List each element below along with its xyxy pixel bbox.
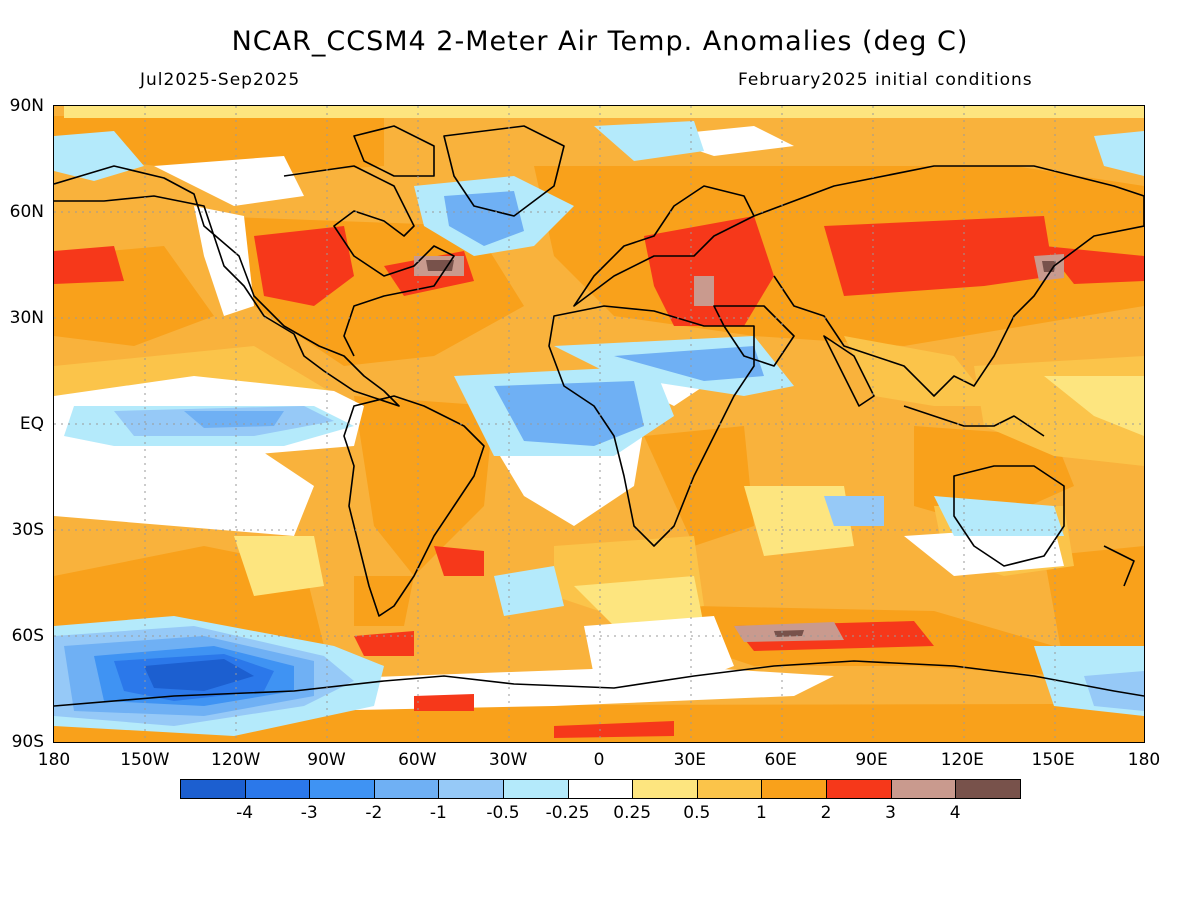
colorbar-swatch xyxy=(632,779,698,799)
colorbar-swatch xyxy=(890,779,957,799)
colorbar-swatch xyxy=(503,779,569,799)
coastlines xyxy=(54,125,1144,707)
colorbar-swatch xyxy=(438,779,504,799)
lat-label: 30S xyxy=(11,520,44,540)
lon-label: 120W xyxy=(211,750,261,770)
anomaly-cool-regions xyxy=(54,121,1144,716)
lat-label: 30N xyxy=(9,308,44,328)
anomaly-map xyxy=(54,106,1144,742)
lon-label: 150E xyxy=(1031,750,1075,770)
lat-lon-grid xyxy=(54,106,1144,742)
colorbar-label: 0.25 xyxy=(613,803,652,823)
lon-label: 180 xyxy=(1127,750,1161,770)
colorbar-swatch xyxy=(567,779,634,799)
colorbar-label: 2 xyxy=(820,803,832,823)
lon-label: 180 xyxy=(37,750,71,770)
colorbar-swatch xyxy=(309,779,375,799)
colorbar-swatch xyxy=(761,779,827,799)
south-pacific-cold-anomaly xyxy=(54,616,384,736)
colorbar-label: 0.5 xyxy=(683,803,711,823)
lat-label: 90S xyxy=(11,732,44,752)
colorbar-swatch xyxy=(373,779,440,799)
lon-label: 120E xyxy=(940,750,984,770)
colorbar-label: -0.5 xyxy=(486,803,520,823)
lat-label: 90N xyxy=(9,96,44,116)
colorbar-label: -2 xyxy=(365,803,383,823)
colorbar-label: 4 xyxy=(949,803,961,823)
lat-label: 60N xyxy=(9,202,44,222)
forecast-period: Jul2025-Sep2025 xyxy=(140,70,301,90)
lat-label: 60S xyxy=(11,626,44,646)
initial-conditions: February2025 initial conditions xyxy=(738,70,1033,90)
colorbar-swatch xyxy=(826,779,892,799)
lon-label: 60E xyxy=(764,750,797,770)
lon-label: 30E xyxy=(673,750,707,770)
chart-title: NCAR_CCSM4 2-Meter Air Temp. Anomalies (… xyxy=(231,26,969,57)
colorbar-label: 1 xyxy=(755,803,767,823)
colorbar-swatch xyxy=(696,779,763,799)
colorbar-label: -1 xyxy=(429,803,447,823)
colorbar-swatch xyxy=(180,779,246,799)
colorbar-swatch xyxy=(244,779,311,799)
colorbar-swatch xyxy=(955,779,1021,799)
lon-label: 90E xyxy=(855,750,888,770)
colorbar-label: 3 xyxy=(885,803,897,823)
colorbar-label: -3 xyxy=(300,803,318,823)
lon-label: 0 xyxy=(593,750,605,770)
lat-label: EQ xyxy=(19,414,44,434)
colorbar-label: -0.25 xyxy=(545,803,590,823)
colorbar-label: -4 xyxy=(236,803,254,823)
lon-label: 90W xyxy=(307,750,346,770)
lon-label: 150W xyxy=(120,750,170,770)
lon-label: 60W xyxy=(398,750,437,770)
lon-label: 30W xyxy=(488,750,528,770)
